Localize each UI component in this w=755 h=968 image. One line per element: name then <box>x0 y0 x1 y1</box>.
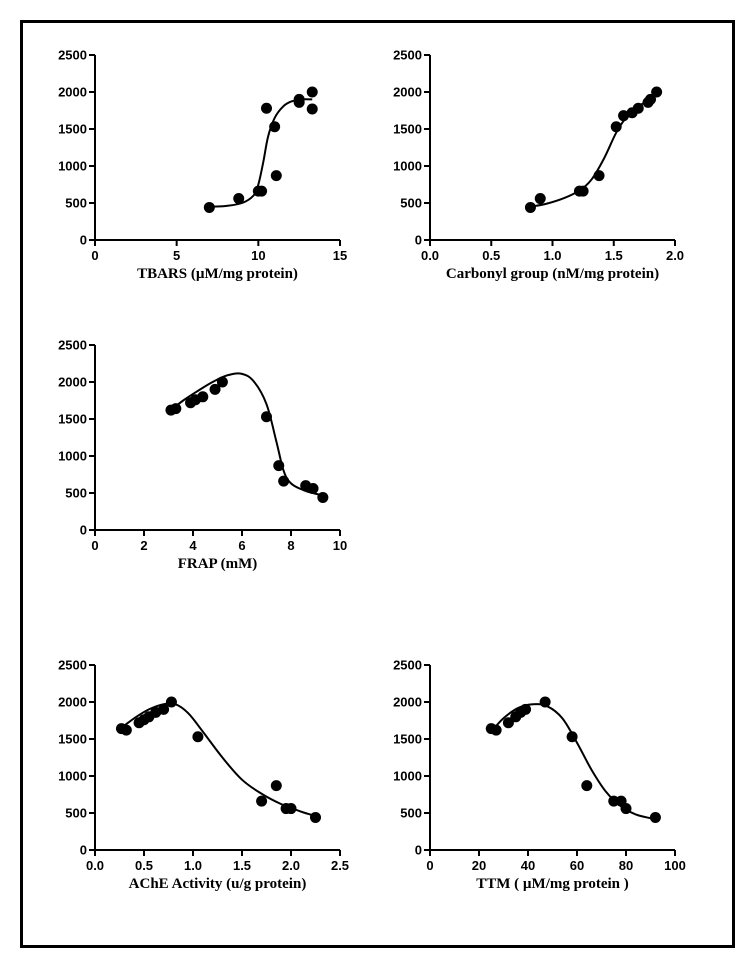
fit-curve <box>171 373 323 495</box>
data-point <box>271 780 282 791</box>
data-point <box>540 697 551 708</box>
data-point <box>170 403 181 414</box>
data-point <box>633 103 644 114</box>
data-point <box>308 483 319 494</box>
data-point <box>491 725 502 736</box>
data-point <box>525 202 536 213</box>
chart-tbars: 05101505001000150020002500TBARS (µM/mg p… <box>95 55 340 240</box>
data-point <box>535 193 546 204</box>
plot-svg <box>430 665 675 850</box>
data-point <box>567 731 578 742</box>
plot-svg <box>95 345 340 530</box>
figure-frame: 05101505001000150020002500TBARS (µM/mg p… <box>20 20 735 948</box>
data-point <box>204 202 215 213</box>
data-point <box>271 170 282 181</box>
data-point <box>121 725 132 736</box>
data-point <box>233 193 244 204</box>
data-point <box>256 186 267 197</box>
data-point <box>261 103 272 114</box>
x-axis-label: Carbonyl group (nM/mg protein) <box>446 266 659 283</box>
chart-ache: 0.00.51.01.52.02.505001000150020002500AC… <box>95 665 340 850</box>
plot-svg <box>430 55 675 240</box>
data-point <box>217 377 228 388</box>
data-point <box>278 476 289 487</box>
data-point <box>621 803 632 814</box>
x-axis-label: FRAP (mM) <box>178 556 258 573</box>
x-axis-label: TTM ( µM/mg protein ) <box>476 876 629 893</box>
data-point <box>286 803 297 814</box>
data-point <box>192 731 203 742</box>
data-point <box>310 812 321 823</box>
figure-page: 05101505001000150020002500TBARS (µM/mg p… <box>0 0 755 968</box>
data-point <box>651 87 662 98</box>
chart-ttm: 02040608010005001000150020002500TTM ( µM… <box>430 665 675 850</box>
x-axis-label: TBARS (µM/mg protein) <box>137 266 298 283</box>
data-point <box>578 186 589 197</box>
data-point <box>594 170 605 181</box>
chart-carbonyl: 0.00.51.01.52.005001000150020002500Carbo… <box>430 55 675 240</box>
data-point <box>166 697 177 708</box>
x-axis-label: AChE Activity (u/g protein) <box>129 876 307 893</box>
data-point <box>520 704 531 715</box>
data-point <box>581 780 592 791</box>
data-point <box>317 492 328 503</box>
plot-svg <box>95 55 340 240</box>
data-point <box>269 121 280 132</box>
data-point <box>307 87 318 98</box>
data-point <box>650 812 661 823</box>
data-point <box>273 460 284 471</box>
data-point <box>261 411 272 422</box>
data-point <box>294 97 305 108</box>
data-point <box>197 391 208 402</box>
data-point <box>307 104 318 115</box>
chart-frap: 024681005001000150020002500FRAP (mM) <box>95 345 340 530</box>
plot-svg <box>95 665 340 850</box>
data-point <box>611 121 622 132</box>
data-point <box>256 796 267 807</box>
